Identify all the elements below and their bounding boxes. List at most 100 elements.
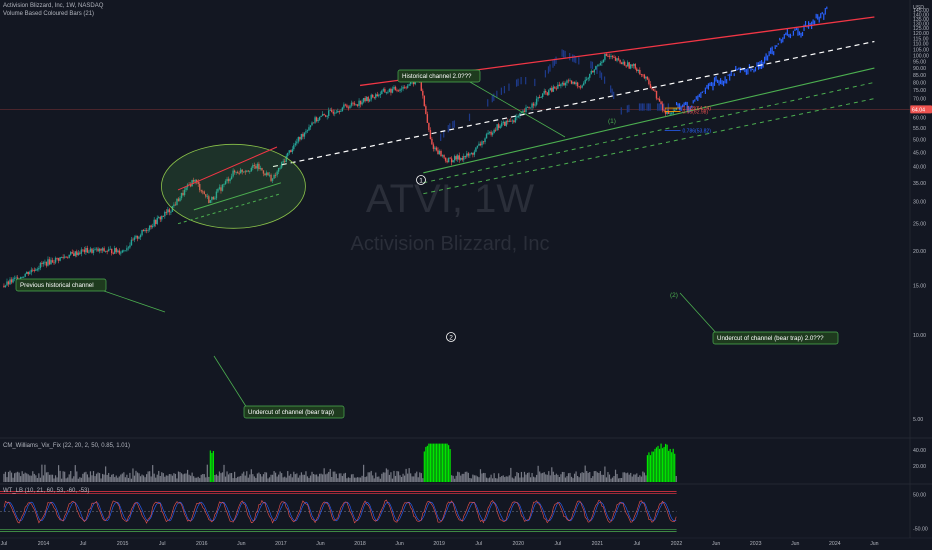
y-axis-tick-label: 60.00 xyxy=(913,115,926,121)
candle-body xyxy=(464,156,466,157)
undercut-1-callout-box xyxy=(243,405,345,419)
candle-body xyxy=(344,104,347,106)
y-axis-tick-label: 70.00 xyxy=(913,97,926,103)
candle-body xyxy=(117,250,119,252)
x-axis-tick-label: 2014 xyxy=(38,541,50,547)
candle-body xyxy=(623,61,626,66)
candle-body xyxy=(261,167,263,171)
candle-body xyxy=(29,272,31,275)
candle-body xyxy=(663,110,665,111)
candle-body xyxy=(54,257,57,263)
candle-body xyxy=(555,88,558,90)
undercut-1-pointer xyxy=(213,355,248,409)
candle-body xyxy=(557,84,559,89)
undercut-1-callout-text: Undercut of channel (bear trap) xyxy=(248,409,334,416)
candle-body xyxy=(280,162,283,168)
candle-body xyxy=(616,58,618,61)
candle-body xyxy=(501,123,503,127)
wavetrend-indicator-label[interactable]: WT_LB (10, 21, 60, 53, -60, -53) xyxy=(3,488,90,494)
candle-body xyxy=(540,96,542,98)
candle-body xyxy=(587,77,589,79)
candle-body xyxy=(203,191,205,195)
x-axis-tick-label: 2017 xyxy=(275,541,287,547)
wt-signal-line xyxy=(3,501,677,522)
candle-body xyxy=(136,235,139,239)
candle-body xyxy=(48,259,51,265)
candle-body xyxy=(3,285,5,287)
candle-body xyxy=(86,247,89,253)
candle-body xyxy=(455,156,457,160)
candle-body xyxy=(511,120,514,122)
candle-body xyxy=(121,250,124,253)
candle-body xyxy=(318,116,321,120)
fib-level-label: 0.618(64.74) xyxy=(683,106,712,112)
candle-body xyxy=(522,110,524,113)
candle-body xyxy=(423,95,426,107)
candle-body xyxy=(402,86,404,89)
candle-body xyxy=(179,198,181,202)
candle-body xyxy=(607,55,609,57)
y-axis-tick-label: 105.00 xyxy=(913,47,929,53)
candle-body xyxy=(95,248,98,250)
candle-body xyxy=(200,190,202,192)
candle-body xyxy=(652,88,655,91)
candle-body xyxy=(431,139,433,145)
candle-body xyxy=(85,247,87,253)
x-axis-tick-label: Jun xyxy=(870,541,878,547)
symbol-title[interactable]: Activision Blizzard, Inc, 1W, NASDAQ xyxy=(3,3,104,9)
candle-body xyxy=(526,107,529,108)
candle-body xyxy=(350,102,353,106)
candle-body xyxy=(484,138,486,143)
candle-body xyxy=(422,90,424,96)
candle-body xyxy=(657,98,659,100)
candle-body xyxy=(428,122,430,131)
candle-body xyxy=(381,90,383,94)
candle-body xyxy=(551,88,553,92)
candle-body xyxy=(162,215,165,217)
candle-body xyxy=(340,111,342,112)
candle-body xyxy=(604,53,606,60)
candle-body xyxy=(497,124,500,128)
candle-body xyxy=(208,196,210,203)
candle-body xyxy=(444,157,447,161)
candle-body xyxy=(364,97,366,102)
candle-body xyxy=(253,165,256,167)
candle-body xyxy=(199,183,201,191)
candle-body xyxy=(63,256,66,258)
candle-body xyxy=(321,114,324,116)
candle-body xyxy=(642,74,644,76)
candle-body xyxy=(370,94,372,100)
candle-body xyxy=(441,155,444,157)
candle-body xyxy=(394,86,397,91)
previous-channel-pointer xyxy=(103,290,166,313)
y-axis-tick-label: 55.00 xyxy=(913,126,926,132)
candle-body xyxy=(191,180,193,187)
candle-body xyxy=(168,209,171,213)
candle-body xyxy=(343,104,345,108)
candle-body xyxy=(466,153,468,157)
candle-body xyxy=(139,235,142,238)
candle-body xyxy=(519,113,521,116)
candle-body xyxy=(156,217,158,224)
wave-label-1-paren: (1) xyxy=(608,118,616,125)
candle-body xyxy=(192,180,195,182)
candle-body xyxy=(490,131,492,135)
candle-body xyxy=(475,147,477,152)
candle-body xyxy=(62,256,64,258)
volume-indicator-label[interactable]: Volume Based Coloured Bars (21) xyxy=(3,11,95,17)
candle-body xyxy=(182,192,184,196)
candle-body xyxy=(633,64,635,66)
vix-fix-indicator-label[interactable]: CM_Williams_Vix_Fix (22, 20, 2, 50, 0.85… xyxy=(3,443,130,449)
candle-body xyxy=(579,86,582,88)
candle-body xyxy=(270,174,272,181)
candle-body xyxy=(223,184,225,185)
candle-body xyxy=(385,92,388,94)
candle-body xyxy=(525,107,527,112)
candle-body xyxy=(602,59,605,63)
candle-body xyxy=(39,263,42,269)
candle-body xyxy=(112,253,114,254)
candle-body xyxy=(227,178,230,182)
candle-body xyxy=(608,55,611,57)
candle-body xyxy=(520,112,523,114)
